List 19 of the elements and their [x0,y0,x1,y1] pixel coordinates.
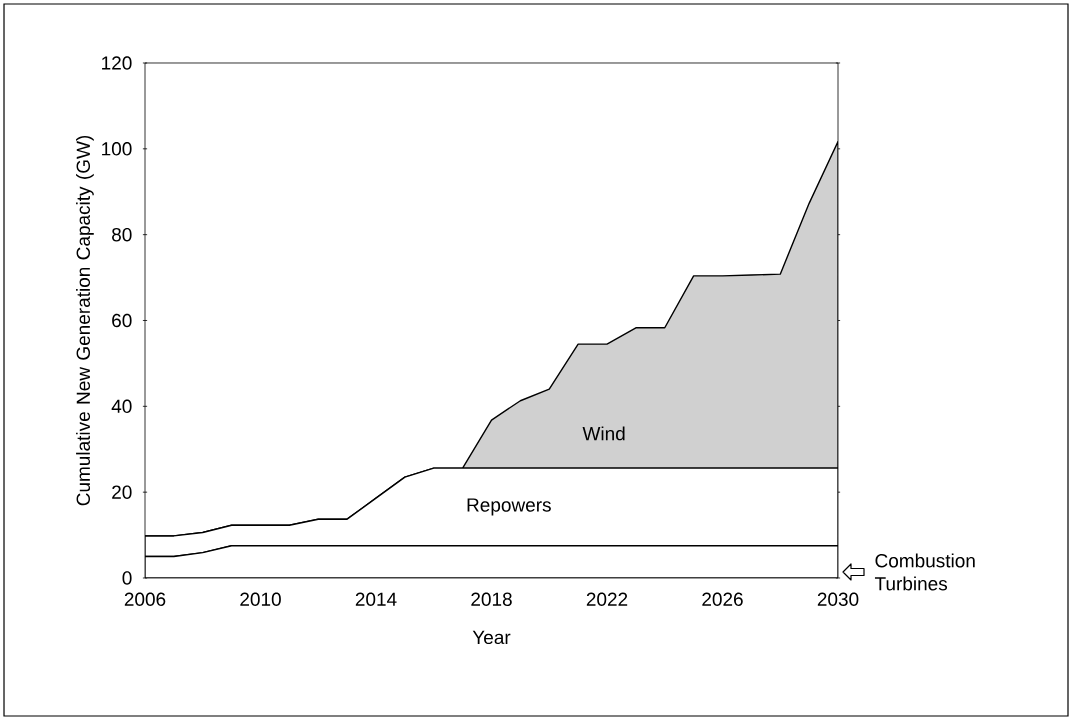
x-tick-label: 2026 [702,592,743,606]
y-tick-label: 80 [112,227,132,242]
y-tick-label: 60 [112,313,132,328]
x-axis-title: Year [472,630,511,645]
x-tick-label: 2018 [471,592,512,606]
y-axis-title: Cumulative New Generation Capacity (GW) [76,135,94,506]
y-tick-label: 0 [122,571,132,585]
y-tick-label: 20 [112,485,132,499]
y-tick-label: 120 [102,56,132,70]
x-tick-label: 2030 [817,592,859,606]
y-tick-label: 40 [111,399,132,414]
x-tick-label: 2014 [355,592,397,606]
x-tick-label: 2022 [586,592,628,606]
series-label: Wind [582,426,625,441]
legend-label: Combustion Turbines [874,553,975,591]
x-tick-label: 2010 [240,592,281,606]
series-label: Repowers [467,498,551,516]
y-tick-label: 100 [102,142,132,156]
x-tick-label: 2006 [124,592,166,606]
